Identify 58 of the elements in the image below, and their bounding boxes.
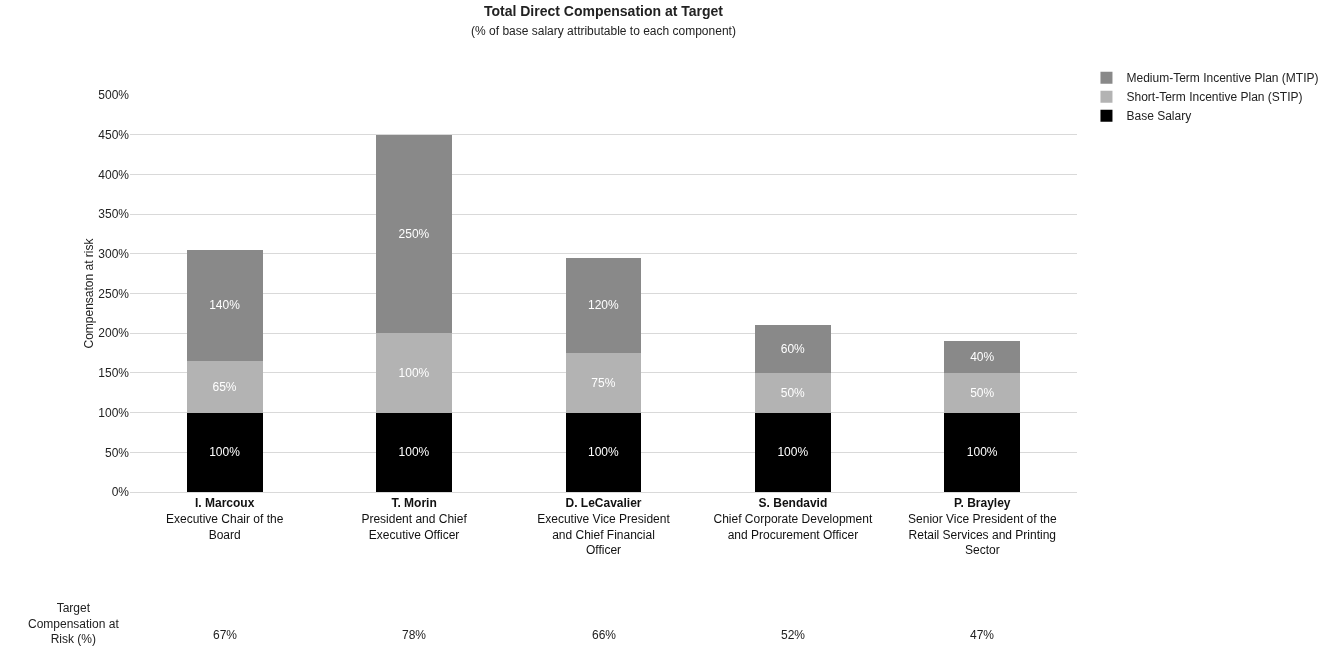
text: 47%: [970, 628, 995, 642]
y-tick-label: 450%: [98, 127, 130, 142]
data-label: 100%: [209, 445, 241, 460]
x-tick-label: P. Brayley Senior Vice President of the Retail Services and Printing Sector: [908, 496, 1057, 558]
data-label: 60%: [780, 342, 806, 357]
y-tick-label: 400%: [98, 167, 130, 182]
data-label: 75%: [591, 375, 616, 390]
x-tick-label: D. LeCavalier Executive Vice President and Chief Financial Officer: [537, 496, 671, 558]
text: Target Compensation at Risk (%): [28, 601, 120, 647]
bar: [755, 412, 831, 492]
y-tick-label: 100%: [98, 405, 130, 420]
data-label: 40%: [970, 350, 995, 365]
y-tick-label: 50%: [104, 445, 130, 460]
legend-label: Medium-Term Incentive Plan (MTIP): [1126, 71, 1319, 86]
bar: [755, 325, 831, 373]
legend-label: Short-Term Incentive Plan (STIP): [1126, 90, 1303, 105]
data-label: 120%: [587, 298, 620, 313]
bar: [755, 372, 831, 413]
data-label: 100%: [966, 445, 998, 460]
x-tick-label: I. Marcoux Executive Chair of the Board: [166, 496, 284, 542]
bar: [376, 412, 452, 492]
bar: [565, 257, 642, 354]
y-axis-title: Compensaton at risk: [81, 237, 96, 349]
y-tick-label: 500%: [98, 88, 130, 103]
text: 52%: [781, 628, 806, 642]
chart-subtitle: (% of base salary attributable to each component): [471, 23, 736, 38]
data-label: 100%: [398, 365, 430, 380]
bar: [944, 412, 1021, 492]
data-label: 100%: [398, 445, 430, 460]
data-label: 100%: [777, 445, 809, 460]
bar: [186, 249, 263, 361]
x-tick-label: T. Morin President and Chief Executive Officer: [361, 496, 468, 542]
y-tick-label: 150%: [98, 366, 130, 381]
bar: [376, 333, 452, 413]
text: 67%: [213, 628, 238, 642]
bar: [944, 341, 1021, 373]
text: 78%: [402, 628, 427, 642]
bar: [565, 412, 642, 492]
y-tick-label: 200%: [98, 326, 130, 341]
bar: [186, 412, 263, 492]
bar: [186, 360, 263, 413]
y-tick-label: 250%: [98, 286, 130, 301]
x-tick-label: S. Bendavid Chief Corporate Development and Procurement Officer: [713, 496, 873, 542]
chart-title: Total Direct Compensation at Target: [483, 3, 724, 20]
data-label: 100%: [587, 445, 620, 460]
data-label: 50%: [780, 385, 806, 400]
y-tick-label: 350%: [98, 207, 130, 222]
bar: [376, 134, 452, 334]
data-label: 250%: [398, 226, 430, 241]
y-tick-label: 0%: [111, 485, 130, 500]
bar: [944, 372, 1021, 413]
bar: [565, 353, 642, 413]
legend-label: Base Salary: [1126, 109, 1192, 124]
text: 66%: [592, 628, 617, 642]
data-label: 65%: [212, 379, 237, 394]
y-tick-label: 300%: [98, 247, 130, 261]
data-label: 50%: [970, 385, 995, 400]
data-label: 140%: [209, 298, 241, 313]
